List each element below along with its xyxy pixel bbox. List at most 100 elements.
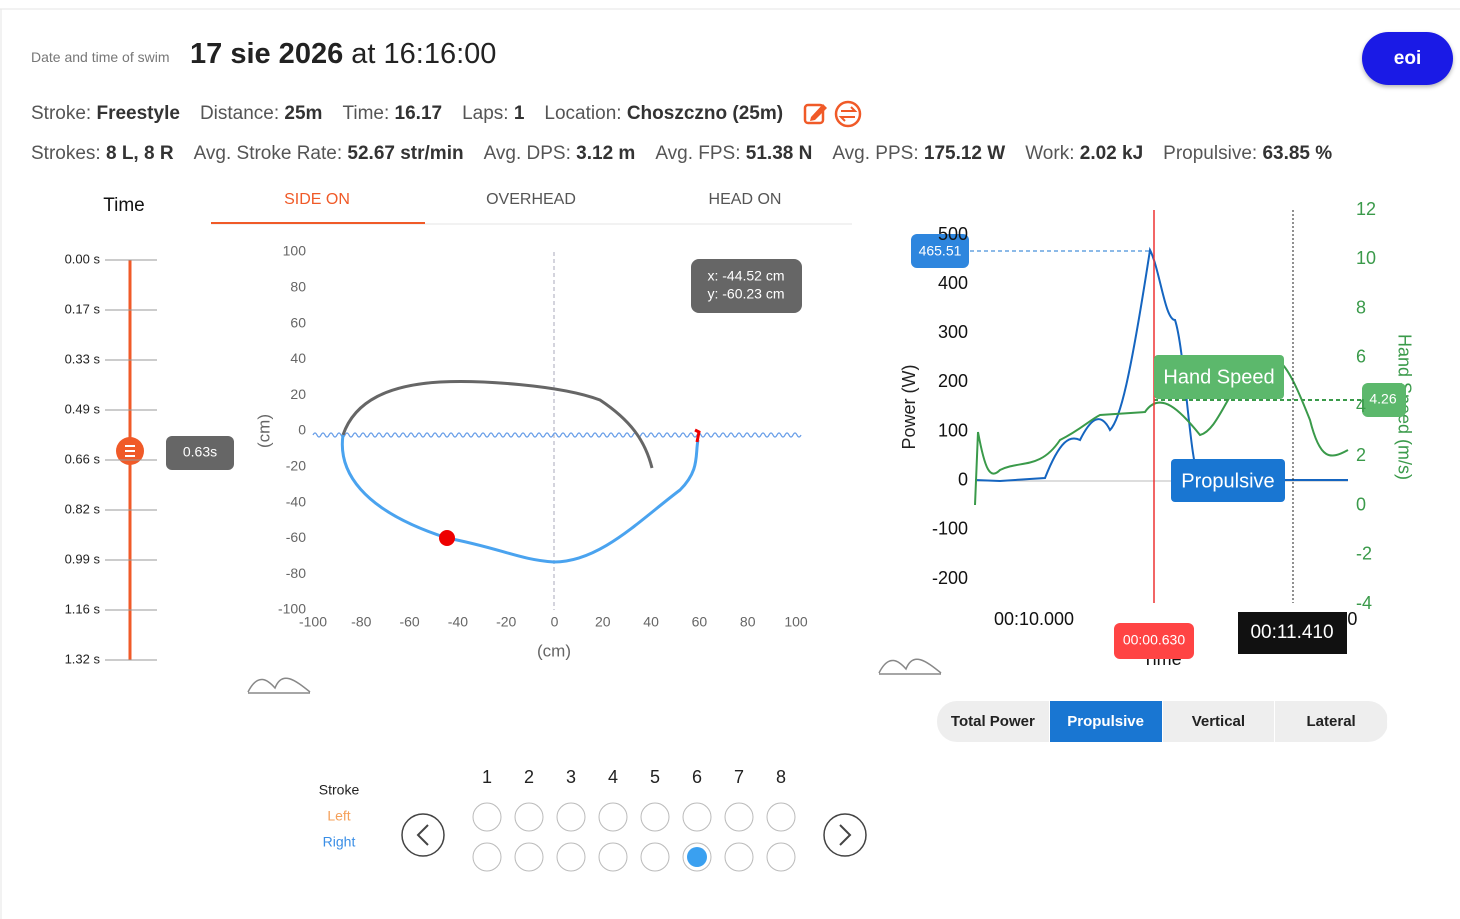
next-button[interactable] bbox=[823, 813, 867, 857]
stat-label: Propulsive: bbox=[1163, 143, 1258, 164]
y2-tick-label: 6 bbox=[1356, 347, 1366, 367]
stat: Work: 2.02 kJ bbox=[1025, 143, 1143, 165]
water-line bbox=[312, 432, 802, 438]
metric-buttons: Total Power Propulsive Vertical Lateral bbox=[937, 701, 1388, 742]
prev-arrow bbox=[416, 824, 429, 846]
y-tick-label: 300 bbox=[938, 322, 968, 342]
right-stroke[interactable] bbox=[598, 842, 628, 872]
stat-value: 8 L, 8 R bbox=[105, 143, 174, 164]
recovery-path bbox=[341, 380, 654, 469]
y-tick-label: 400 bbox=[938, 273, 968, 293]
stat-value: 175.12 W bbox=[923, 143, 1006, 164]
tab[interactable]: OVERHEAD bbox=[486, 191, 576, 208]
swap-icon[interactable] bbox=[834, 100, 862, 128]
metric-button[interactable]: Total Power bbox=[937, 701, 1050, 742]
stat-label: Avg. FPS: bbox=[655, 143, 741, 164]
stat-label: Time: bbox=[342, 103, 390, 124]
trajectory-plot: x: -44.52 cm y: -60.23 cm (cm) (cm) -100… bbox=[247, 243, 808, 694]
slider-tooltip bbox=[166, 436, 234, 470]
slider-tick-label: 0.17 s bbox=[65, 301, 101, 316]
edit-icon[interactable] bbox=[803, 103, 825, 125]
selected-stroke bbox=[687, 847, 707, 867]
date: 17 sie 2026 bbox=[190, 38, 344, 70]
speed-flag bbox=[1362, 383, 1406, 417]
y2-tick-label: -2 bbox=[1356, 544, 1372, 564]
underwater-path bbox=[340, 434, 700, 564]
stat-label: Avg. PPS: bbox=[832, 143, 919, 164]
x-tick-label: -20 bbox=[496, 614, 516, 630]
x-tick-label: -60 bbox=[399, 614, 419, 630]
right-stroke[interactable] bbox=[724, 842, 754, 872]
power-chart: Power (W) Hand Speed (m/s) 00:10.000 00:… bbox=[878, 199, 1414, 675]
stat-value: 63.85 % bbox=[1262, 143, 1333, 164]
stat-value: 1 bbox=[513, 103, 525, 124]
right-stroke[interactable] bbox=[472, 842, 502, 872]
right-stroke[interactable] bbox=[766, 842, 796, 872]
left-stroke[interactable] bbox=[598, 802, 628, 832]
left-stroke[interactable] bbox=[472, 802, 502, 832]
x-tick-label: 20 bbox=[595, 614, 611, 630]
wave-icon bbox=[878, 658, 942, 675]
stat-value: Choszczno (25m) bbox=[626, 103, 784, 124]
stat-value: Freestyle bbox=[96, 103, 180, 124]
slider-title: Time bbox=[103, 195, 145, 216]
stat-label: Avg. DPS: bbox=[483, 143, 571, 164]
metric-button[interactable]: Vertical bbox=[1163, 701, 1276, 742]
tooltip-x: x: -44.52 cm bbox=[707, 268, 784, 284]
left-stroke[interactable] bbox=[556, 802, 586, 832]
y2-tick-label: 12 bbox=[1356, 199, 1376, 219]
propulsive-label bbox=[1171, 459, 1285, 502]
time-slider: Time bbox=[103, 195, 145, 660]
stroke-number: 1 bbox=[482, 767, 492, 787]
x-tick-label: -100 bbox=[299, 614, 327, 630]
x-tick-label: 0 bbox=[551, 614, 559, 630]
y-tick-label: -200 bbox=[932, 568, 968, 588]
slider-tick-label: 0.66 s bbox=[65, 451, 101, 466]
left-stroke[interactable] bbox=[724, 802, 754, 832]
y-tick-label: -100 bbox=[932, 519, 968, 539]
slider-tick-label: 0.82 s bbox=[65, 501, 101, 516]
stats-row: Stroke: Freestyle Distance: 25m Time: 16.1… bbox=[31, 100, 863, 128]
hand-speed-label bbox=[1154, 355, 1284, 399]
prev-button[interactable] bbox=[401, 813, 445, 857]
left-stroke[interactable] bbox=[682, 802, 712, 832]
stat: Propulsive: 63.85 % bbox=[1163, 143, 1332, 165]
y2-tick-label: 8 bbox=[1356, 297, 1366, 317]
stroke-title: Stroke bbox=[319, 782, 360, 798]
y-tick-label: 0 bbox=[298, 422, 306, 438]
stat: Avg. FPS: 51.38 N bbox=[655, 143, 812, 165]
hand-speed-label-text: Hand Speed bbox=[1163, 366, 1274, 388]
stat-value: 52.67 str/min bbox=[347, 143, 464, 164]
x-axis-label: (cm) bbox=[537, 641, 571, 660]
left-stroke[interactable] bbox=[640, 802, 670, 832]
stat: Time: 16.17 bbox=[342, 103, 442, 125]
left-stroke[interactable] bbox=[514, 802, 544, 832]
user-button[interactable]: eoi bbox=[1362, 32, 1453, 85]
stat-value: 3.12 m bbox=[576, 143, 636, 164]
tab[interactable]: HEAD ON bbox=[709, 191, 782, 208]
slider-tick-label: 1.16 s bbox=[65, 601, 101, 616]
right-stroke[interactable] bbox=[640, 842, 670, 872]
y-axis-label: (cm) bbox=[254, 414, 273, 448]
stat-label: Stroke: bbox=[31, 103, 92, 124]
metric-button[interactable]: Lateral bbox=[1275, 701, 1388, 742]
stat: Avg. DPS: 3.12 m bbox=[484, 143, 636, 165]
hover-flag-text: 00:11.410 bbox=[1250, 622, 1333, 643]
stat: Distance: 25m bbox=[200, 103, 323, 125]
metric-button[interactable]: Propulsive bbox=[1049, 701, 1163, 742]
left-stroke[interactable] bbox=[766, 802, 796, 832]
y2-tick-label: 4 bbox=[1356, 396, 1366, 416]
slider-tick-label: 0.33 s bbox=[65, 351, 101, 366]
right-stroke[interactable] bbox=[556, 842, 586, 872]
y-tick-label: -80 bbox=[286, 565, 306, 581]
y-tick-label: 100 bbox=[938, 420, 968, 440]
slider-tick-label: 0.99 s bbox=[65, 551, 101, 566]
stat-label: Avg. Stroke Rate: bbox=[193, 143, 343, 164]
y-tick-label: -40 bbox=[286, 493, 306, 509]
time: 16:16:00 bbox=[383, 38, 497, 70]
right-stroke[interactable] bbox=[514, 842, 544, 872]
tooltip bbox=[691, 259, 802, 313]
tab[interactable]: SIDE ON bbox=[284, 191, 350, 208]
stroke-number: 5 bbox=[650, 767, 660, 787]
slider-tick-label: 1.32 s bbox=[65, 651, 101, 666]
